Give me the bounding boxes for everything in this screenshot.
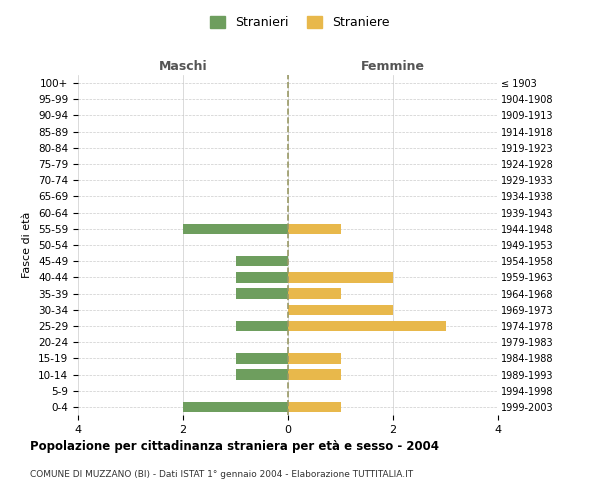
Legend: Stranieri, Straniere: Stranieri, Straniere [205,11,395,34]
Text: Maschi: Maschi [158,60,208,74]
Bar [183,224,288,234]
Bar [235,256,288,266]
Bar [288,320,445,331]
Bar [288,304,393,315]
Bar [288,402,341,412]
Y-axis label: Fasce di età: Fasce di età [22,212,32,278]
Bar [235,272,288,282]
Bar [183,402,288,412]
Bar [288,370,341,380]
Bar [235,370,288,380]
Bar [288,272,393,282]
Text: Femmine: Femmine [361,60,425,74]
Bar [288,288,341,299]
Bar [235,320,288,331]
Bar [288,353,341,364]
Bar [235,353,288,364]
Bar [288,224,341,234]
Text: Popolazione per cittadinanza straniera per età e sesso - 2004: Popolazione per cittadinanza straniera p… [30,440,439,453]
Bar [235,288,288,299]
Text: COMUNE DI MUZZANO (BI) - Dati ISTAT 1° gennaio 2004 - Elaborazione TUTTITALIA.IT: COMUNE DI MUZZANO (BI) - Dati ISTAT 1° g… [30,470,413,479]
